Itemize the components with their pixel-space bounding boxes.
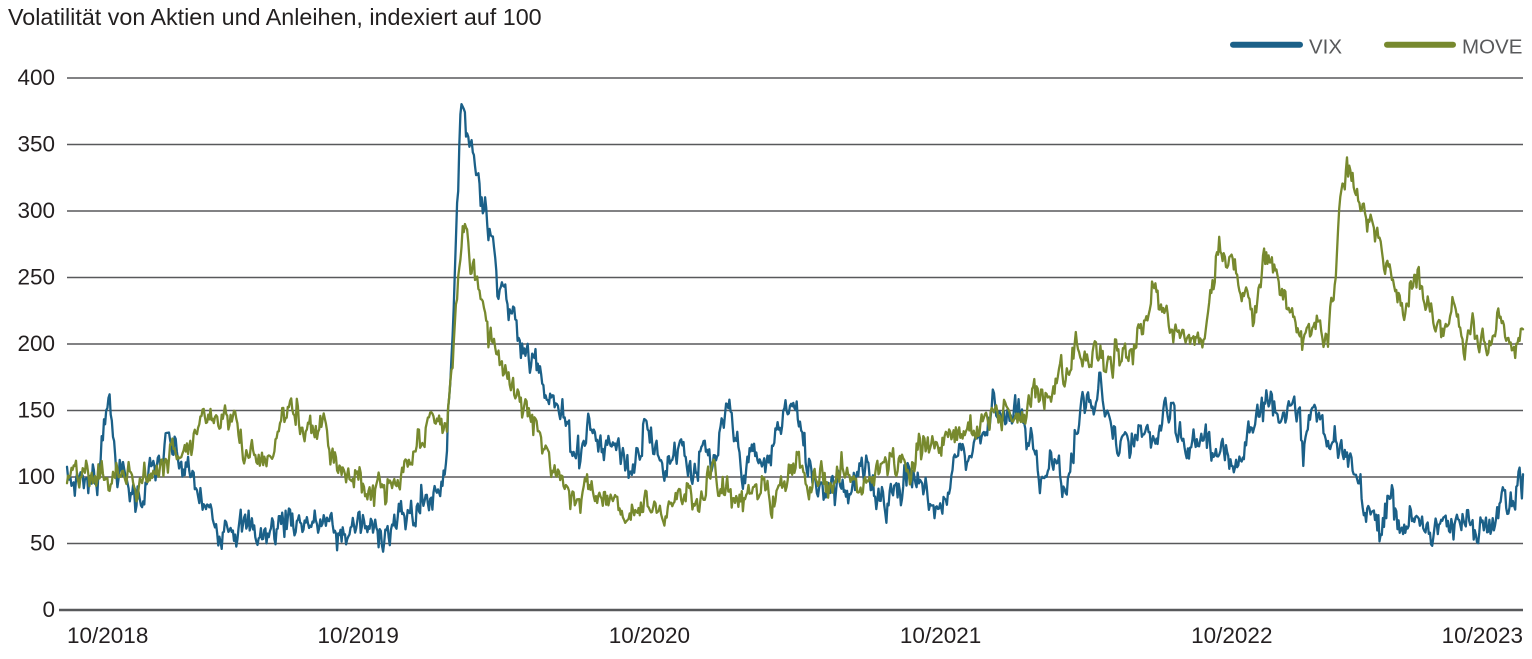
svg-text:10/2021: 10/2021 (900, 623, 981, 648)
svg-text:VIX: VIX (1309, 36, 1342, 59)
svg-text:10/2022: 10/2022 (1191, 623, 1272, 648)
svg-text:350: 350 (17, 132, 55, 157)
svg-text:10/2018: 10/2018 (67, 623, 148, 648)
svg-text:400: 400 (17, 65, 55, 90)
svg-text:10/2019: 10/2019 (318, 623, 399, 648)
svg-text:10/2023: 10/2023 (1442, 623, 1523, 648)
svg-text:0: 0 (42, 597, 55, 622)
svg-text:250: 250 (17, 265, 55, 290)
svg-text:150: 150 (17, 398, 55, 423)
svg-text:300: 300 (17, 198, 55, 223)
svg-text:50: 50 (30, 531, 55, 556)
svg-text:200: 200 (17, 331, 55, 356)
svg-text:10/2020: 10/2020 (609, 623, 690, 648)
svg-text:100: 100 (17, 464, 55, 489)
svg-text:MOVE: MOVE (1462, 36, 1522, 59)
